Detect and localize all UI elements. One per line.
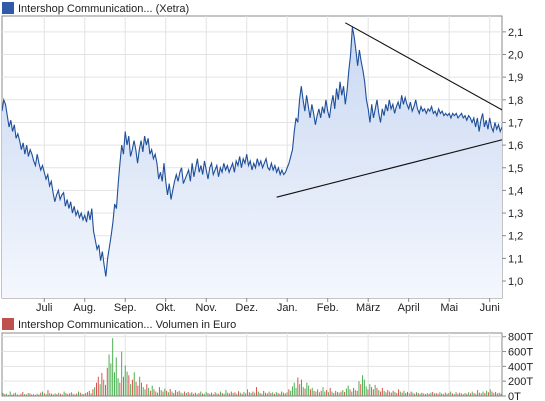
volume-y-tick-label: 800T bbox=[508, 332, 533, 344]
price-legend-swatch bbox=[2, 2, 14, 14]
price-y-tick-label: 2,1 bbox=[508, 27, 523, 39]
price-x-tick-label: Jan. bbox=[277, 302, 298, 314]
price-y-tick-label: 1,3 bbox=[508, 208, 523, 220]
price-y-tick-label: 1,6 bbox=[508, 140, 523, 152]
price-y-tick-label: 1,0 bbox=[508, 276, 523, 288]
price-x-axis: Juli Aug. Sep. Okt. Nov. Dez. Jan. Feb. März Apri… bbox=[36, 298, 500, 314]
price-x-tick-label: Aug. bbox=[73, 302, 96, 314]
volume-bars bbox=[2, 338, 502, 396]
price-y-tick-label: 1,8 bbox=[508, 95, 523, 107]
price-x-tick-label: Feb. bbox=[317, 302, 339, 314]
price-y-tick-label: 1,2 bbox=[508, 231, 523, 243]
price-x-tick-label: Dez. bbox=[235, 302, 258, 314]
price-panel: Intershop Communication... (Xetra) 1,01,… bbox=[1, 2, 523, 314]
price-y-axis: 1,0 1,1 1,2 1,3 1,4 1,5 1,6 1,7 1,8 1,9 2,0 2,1 bbox=[502, 27, 523, 288]
price-y-tick-label: 2,0 bbox=[508, 50, 523, 62]
price-x-tick-label: Sep. bbox=[114, 302, 137, 314]
price-y-tick-label: 1,1 bbox=[508, 253, 523, 265]
price-y-tick-label: 1,4 bbox=[508, 185, 523, 197]
price-series-line bbox=[2, 27, 502, 277]
trendline bbox=[345, 22, 502, 111]
price-area-fill bbox=[2, 27, 502, 298]
volume-grid bbox=[2, 333, 502, 396]
price-y-tick-label: 1,7 bbox=[508, 117, 523, 129]
price-x-tick-label: März bbox=[356, 302, 380, 314]
volume-panel: Intershop Communication... Volumen in Eu… bbox=[1, 318, 533, 401]
trendline bbox=[276, 139, 502, 198]
volume-plot-frame bbox=[1, 332, 503, 397]
price-y-tick-label: 1,5 bbox=[508, 163, 523, 175]
price-x-tick-label: Mai bbox=[440, 302, 458, 314]
price-y-tick-label: 1,9 bbox=[508, 72, 523, 84]
volume-y-tick-label: 400T bbox=[508, 361, 533, 373]
price-x-tick-label: Nov. bbox=[195, 302, 217, 314]
price-x-tick-label: Juni bbox=[480, 302, 500, 314]
price-x-tick-label: April bbox=[398, 302, 420, 314]
volume-legend-text: Intershop Communication... Volumen in Eu… bbox=[18, 319, 236, 331]
volume-legend-swatch bbox=[2, 318, 14, 330]
volume-y-tick-label: 200T bbox=[508, 376, 533, 388]
price-legend-text: Intershop Communication... (Xetra) bbox=[18, 3, 189, 15]
trendline-group bbox=[276, 22, 502, 198]
volume-y-tick-label: 0T bbox=[508, 391, 521, 401]
volume-y-tick-label: 600T bbox=[508, 347, 533, 359]
price-x-tick-label: Juli bbox=[36, 302, 53, 314]
price-x-tick-label: Okt. bbox=[156, 302, 176, 314]
volume-y-axis: 0T 200T 400T 600T 800T bbox=[502, 332, 533, 401]
